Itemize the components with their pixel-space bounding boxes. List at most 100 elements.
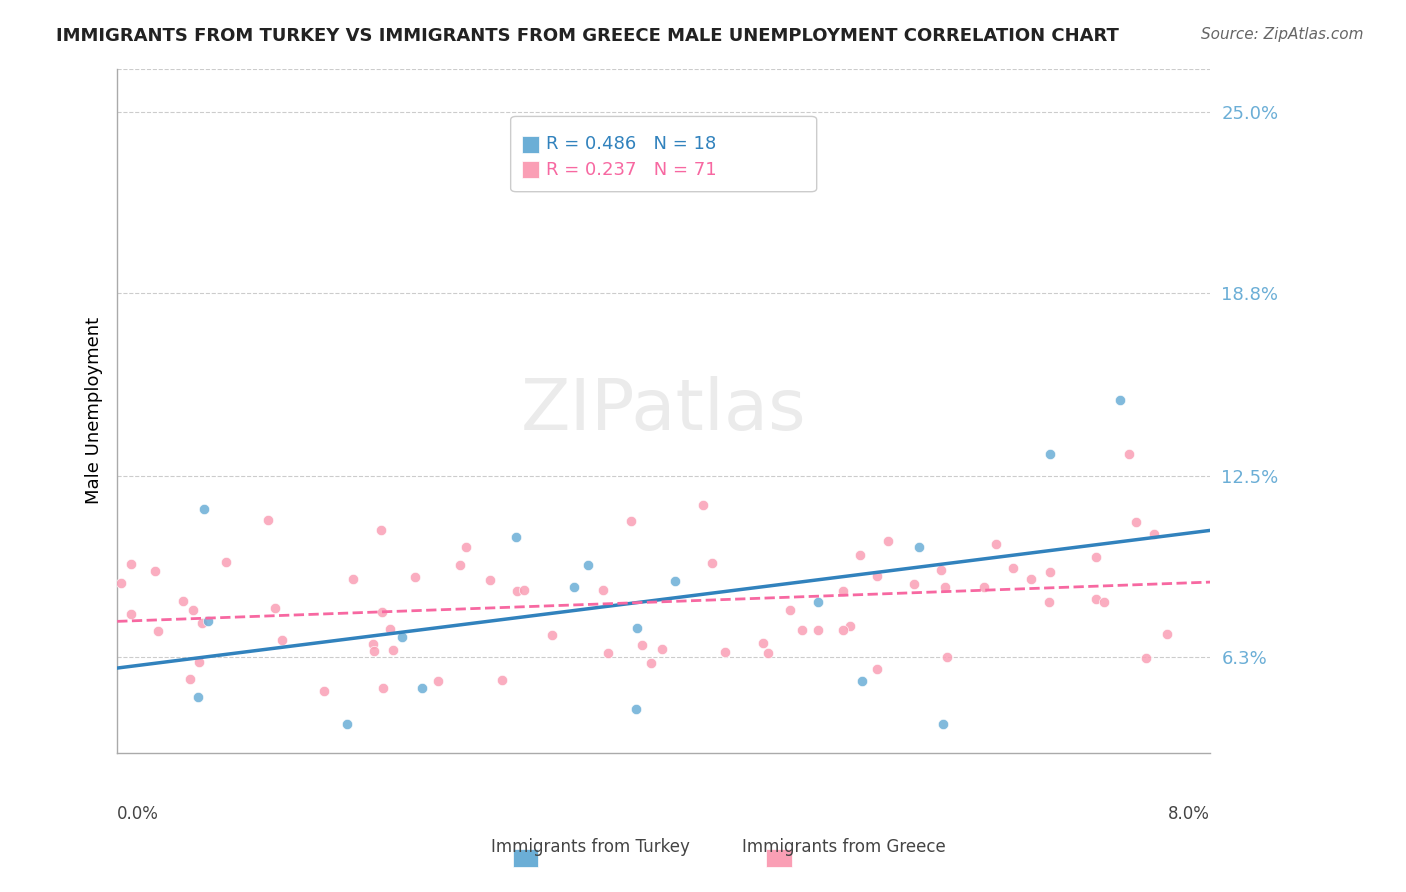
Point <box>148 624 170 638</box>
Point <box>264 601 287 615</box>
Point <box>256 513 278 527</box>
Point <box>973 580 995 594</box>
Point <box>1019 572 1042 586</box>
Point <box>378 622 401 636</box>
Text: 0.0%: 0.0% <box>117 805 159 823</box>
Point <box>792 623 814 637</box>
Point <box>1135 650 1157 665</box>
Point <box>866 569 889 583</box>
Point <box>193 502 215 516</box>
Point <box>120 557 142 571</box>
Point <box>664 574 686 588</box>
Point <box>714 645 737 659</box>
Y-axis label: Male Unemployment: Male Unemployment <box>86 318 103 504</box>
Point <box>934 580 956 594</box>
Point <box>479 573 502 587</box>
Point <box>626 702 648 716</box>
Text: R = 0.237   N = 71: R = 0.237 N = 71 <box>546 161 716 178</box>
Point <box>371 605 394 619</box>
Point <box>596 646 619 660</box>
Point <box>807 623 830 637</box>
Point <box>986 536 1008 550</box>
Point <box>491 673 513 687</box>
FancyBboxPatch shape <box>522 161 538 178</box>
Point <box>631 638 654 652</box>
Point <box>363 644 385 658</box>
Point <box>832 583 855 598</box>
Point <box>779 603 801 617</box>
Point <box>215 555 238 569</box>
Point <box>806 595 828 609</box>
Point <box>1156 626 1178 640</box>
Point <box>851 674 873 689</box>
Point <box>172 594 194 608</box>
Point <box>702 557 724 571</box>
FancyBboxPatch shape <box>510 117 817 192</box>
Point <box>562 580 585 594</box>
Text: IMMIGRANTS FROM TURKEY VS IMMIGRANTS FROM GREECE MALE UNEMPLOYMENT CORRELATION C: IMMIGRANTS FROM TURKEY VS IMMIGRANTS FRO… <box>56 27 1119 45</box>
Point <box>336 716 359 731</box>
Point <box>692 498 714 512</box>
Point <box>363 637 385 651</box>
Point <box>1001 561 1024 575</box>
Point <box>1125 515 1147 529</box>
Text: Immigrants from Greece: Immigrants from Greece <box>742 838 945 856</box>
Point <box>411 681 433 695</box>
Point <box>908 540 931 554</box>
Point <box>1084 592 1107 607</box>
Point <box>342 572 364 586</box>
Point <box>866 662 889 676</box>
Point <box>932 716 955 731</box>
Point <box>838 619 860 633</box>
Point <box>505 530 527 544</box>
Point <box>848 548 870 562</box>
Point <box>449 558 471 572</box>
Point <box>373 681 395 695</box>
Point <box>271 632 294 647</box>
Point <box>513 582 536 597</box>
Point <box>1108 392 1130 407</box>
Point <box>1085 549 1108 564</box>
Point <box>640 657 662 671</box>
Point <box>832 624 855 638</box>
Point <box>752 636 775 650</box>
Point <box>935 649 957 664</box>
Point <box>404 570 426 584</box>
Point <box>197 614 219 628</box>
Text: ZIPatlas: ZIPatlas <box>520 376 807 445</box>
Point <box>592 582 614 597</box>
Text: R = 0.486   N = 18: R = 0.486 N = 18 <box>546 135 716 153</box>
Point <box>454 540 477 554</box>
Point <box>756 646 779 660</box>
Point <box>370 523 392 537</box>
Point <box>620 514 643 528</box>
Point <box>1092 595 1115 609</box>
Point <box>576 558 599 572</box>
Point <box>391 631 413 645</box>
Point <box>876 534 898 549</box>
Point <box>651 642 673 657</box>
Point <box>540 627 562 641</box>
Text: 8.0%: 8.0% <box>1168 805 1211 823</box>
Point <box>427 673 450 688</box>
Point <box>183 603 205 617</box>
Point <box>1118 447 1140 461</box>
Point <box>190 615 212 630</box>
Text: Source: ZipAtlas.com: Source: ZipAtlas.com <box>1201 27 1364 42</box>
Point <box>187 655 209 669</box>
FancyBboxPatch shape <box>522 136 538 153</box>
Point <box>1143 527 1166 541</box>
Point <box>929 563 952 577</box>
Point <box>179 672 201 686</box>
Point <box>143 564 166 578</box>
Point <box>626 621 648 635</box>
Point <box>1039 447 1062 461</box>
Point <box>382 643 405 657</box>
Point <box>903 577 925 591</box>
Point <box>1039 566 1062 580</box>
Point <box>120 607 142 622</box>
Point <box>1038 595 1060 609</box>
Point <box>110 576 132 591</box>
Point <box>506 583 529 598</box>
Point <box>312 683 335 698</box>
